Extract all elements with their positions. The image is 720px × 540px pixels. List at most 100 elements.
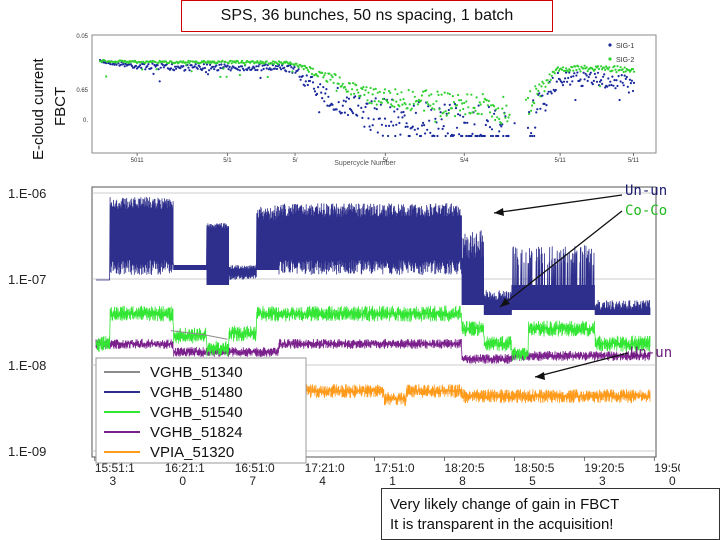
fbct-point-sig1	[236, 68, 239, 71]
legend-marker-sig2	[608, 57, 612, 61]
fbct-point-sig1	[389, 106, 392, 109]
fbct-point-sig2	[439, 115, 442, 118]
fbct-point-sig2	[543, 90, 546, 93]
fbct-point-sig2	[359, 95, 362, 98]
fbct-point-sig2	[365, 86, 368, 89]
fbct-point-sig1	[579, 78, 582, 81]
fbct-point-sig1	[488, 126, 492, 129]
fbct-point-sig1	[536, 108, 539, 111]
fbct-point-sig2	[453, 115, 457, 118]
fbct-point-sig1	[571, 80, 574, 83]
fbct-point-sig2	[331, 76, 334, 79]
fbct-point-sig2	[585, 66, 588, 69]
fbct-point-sig2	[445, 114, 448, 117]
fbct-point-sig1	[270, 68, 273, 71]
fbct-point-sig2	[395, 100, 398, 103]
fbct-point-sig2	[464, 113, 467, 116]
fbct-point-sig1	[293, 65, 296, 69]
fbct-point-sig2	[381, 97, 384, 101]
fbct-point-sig2	[236, 60, 239, 63]
ecloud-x-tick-label: 18:20:5	[445, 461, 485, 475]
fbct-point-sig1	[566, 80, 569, 83]
fbct-point-sig1	[203, 66, 206, 70]
fbct-point-sig1	[360, 106, 363, 109]
fbct-point-sig2	[622, 70, 625, 74]
fbct-point-sig1	[550, 92, 553, 95]
fbct-point-sig1	[406, 125, 409, 128]
fbct-point-sig2	[272, 62, 275, 66]
fbct-point-sig2	[396, 92, 399, 96]
fbct-point-sig1	[413, 128, 416, 131]
fbct-point-sig1	[466, 121, 469, 124]
fbct-point-sig2	[364, 89, 367, 92]
fbct-point-sig1	[205, 63, 209, 66]
arrow-coco-head	[500, 298, 510, 307]
fbct-point-sig2	[265, 60, 268, 63]
fbct-point-sig1	[220, 63, 223, 66]
fbct-point-sig1	[383, 117, 387, 120]
fbct-point-sig2	[266, 75, 269, 79]
series-VGHB_51480	[96, 197, 651, 316]
fbct-point-sig1	[122, 62, 125, 65]
fbct-point-sig1	[615, 79, 618, 82]
ecloud-x-tick-label: 19:50:5	[654, 461, 680, 475]
fbct-point-sig2	[475, 96, 478, 99]
ecloud-chart: 1.E-061.E-071.E-081.E-09 15:51:1316:21:1…	[8, 186, 680, 485]
fbct-point-sig2	[237, 62, 240, 65]
fbct-point-sig1	[342, 99, 345, 102]
fbct-point-sig1	[592, 79, 596, 82]
fbct-point-sig1	[240, 65, 244, 68]
fbct-point-sig2	[341, 82, 344, 85]
fbct-point-sig2	[104, 59, 107, 62]
fbct-point-sig1	[630, 79, 634, 82]
fbct-point-sig2	[490, 115, 494, 118]
ecloud-y-tick-label: 1.E-07	[8, 272, 46, 287]
fbct-point-sig2	[383, 88, 387, 91]
fbct-point-sig1	[625, 75, 628, 79]
fbct-point-sig1	[434, 117, 437, 120]
fbct-point-sig1	[538, 92, 541, 95]
fbct-point-sig2	[458, 99, 461, 102]
fbct-point-sig2	[465, 100, 468, 103]
fbct-point-sig2	[367, 91, 370, 94]
fbct-point-sig1	[351, 110, 354, 113]
fbct-point-sig1	[367, 117, 370, 120]
fbct-point-sig1	[347, 97, 351, 100]
ecloud-x-tick-label: 19:20:5	[584, 461, 624, 475]
fbct-point-sig1	[607, 77, 610, 80]
fbct-point-sig2	[548, 73, 551, 76]
fbct-point-sig2	[305, 66, 308, 70]
fbct-point-sig2	[600, 65, 603, 68]
fbct-point-sig1	[564, 77, 567, 80]
fbct-point-sig2	[508, 113, 511, 116]
fbct-point-sig1	[304, 80, 307, 83]
fbct-point-sig1	[134, 64, 138, 67]
fbct-point-sig1	[213, 68, 216, 71]
fbct-point-sig1	[546, 92, 549, 95]
fbct-point-sig2	[301, 64, 304, 68]
note-line-1: Very likely change of gain in FBCT	[390, 496, 620, 513]
fbct-point-sig2	[206, 60, 210, 63]
fbct-point-sig1	[561, 84, 565, 87]
arrow-coco	[499, 210, 623, 308]
fbct-point-sig1	[441, 127, 444, 130]
fbct-point-sig2	[583, 64, 586, 67]
fbct-point-sig1	[285, 70, 288, 73]
fbct-point-sig2	[457, 93, 460, 97]
fbct-point-sig1	[392, 124, 395, 127]
fbct-point-sig2	[632, 70, 636, 73]
fbct-x-tick-label: 5/	[293, 158, 298, 164]
fbct-point-sig1	[619, 80, 622, 83]
fbct-point-sig1	[455, 126, 459, 129]
fbct-y-ticks: 0.05 0.65 0.	[76, 34, 88, 124]
fbct-point-sig1	[393, 110, 396, 113]
fbct-point-sig1	[275, 67, 279, 71]
fbct-point-sig2	[487, 99, 490, 103]
fbct-point-sig1	[486, 120, 489, 123]
fbct-point-sig2	[444, 110, 447, 113]
ecloud-y-tick-label: 1.E-06	[8, 186, 46, 201]
fbct-point-sig2	[330, 74, 333, 77]
fbct-point-sig1	[390, 120, 393, 123]
fbct-point-sig2	[502, 95, 505, 98]
fbct-point-sig1	[589, 71, 592, 74]
